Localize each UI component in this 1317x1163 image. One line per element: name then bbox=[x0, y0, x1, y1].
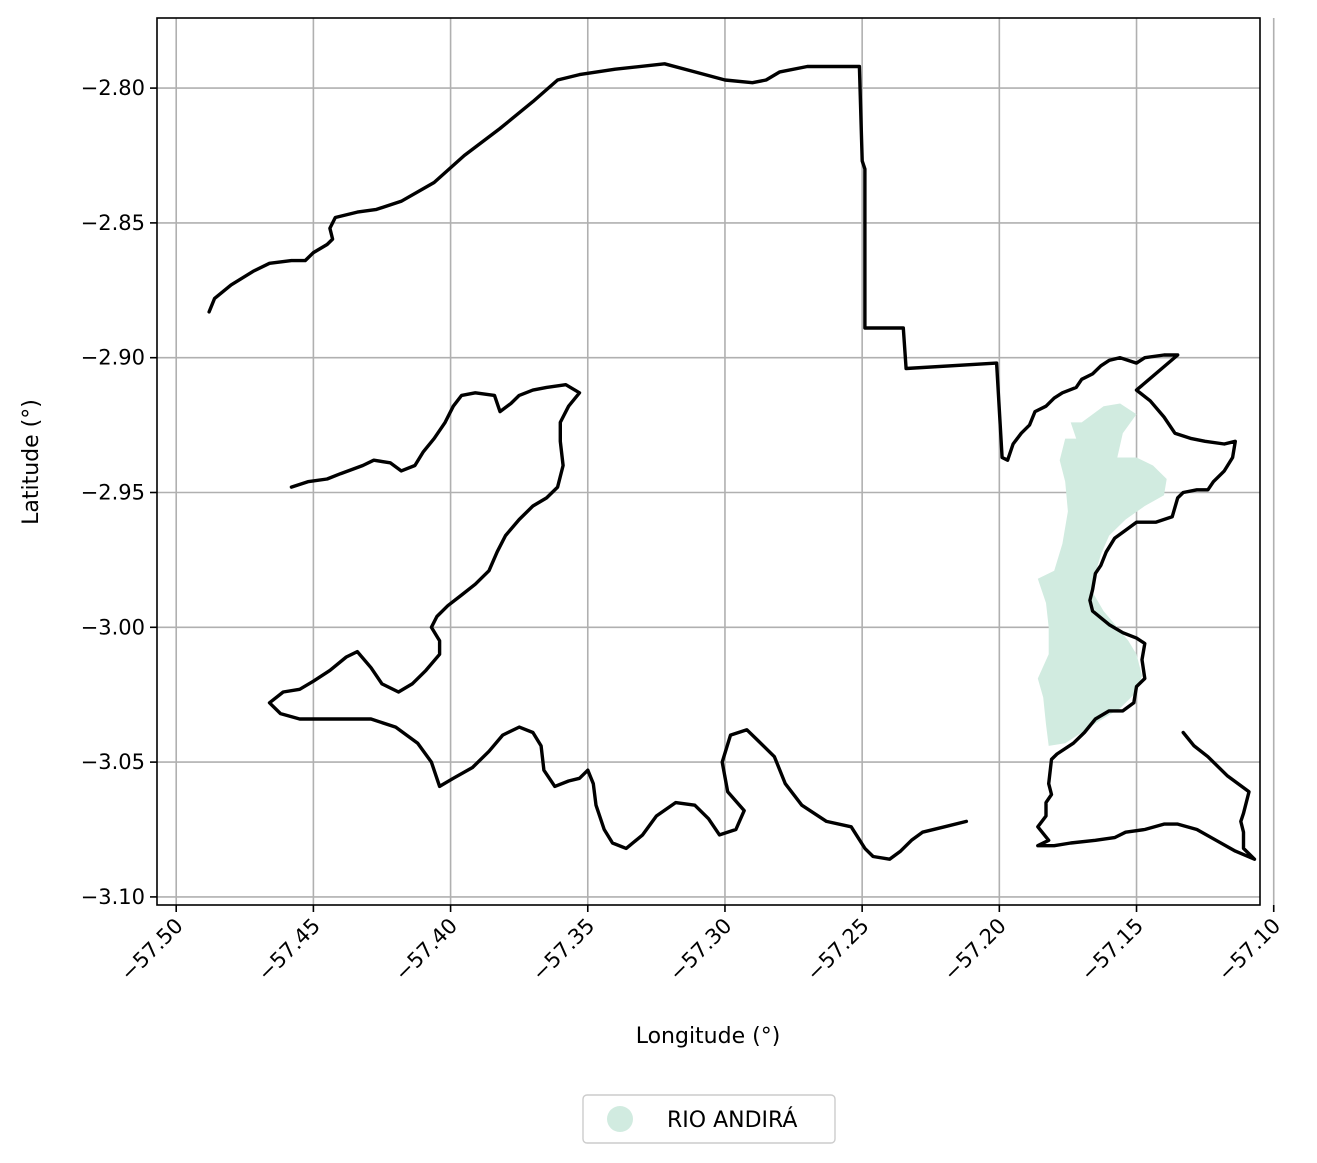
boundary-outer bbox=[207, 62, 1257, 861]
y-tick-label-5: −3.05 bbox=[81, 750, 145, 774]
x-axis-ticks: −57.50 −57.45 −57.40 −57.35 −57.30 −57.25 −57.… bbox=[116, 905, 1285, 985]
x-axis-label: Longitude (°) bbox=[636, 1024, 781, 1049]
region-layer bbox=[1037, 403, 1167, 746]
boundary-inner bbox=[267, 383, 969, 861]
legend-swatch-rio-andira bbox=[607, 1106, 633, 1132]
region-rio-andira bbox=[1037, 403, 1167, 746]
y-tick-label-0: −2.80 bbox=[81, 76, 145, 100]
legend-label-rio-andira: RIO ANDIRÁ bbox=[667, 1107, 797, 1133]
x-tick-label-0: −57.50 bbox=[116, 914, 188, 986]
x-tick-label-2: −57.40 bbox=[390, 914, 462, 986]
municipality-boundary bbox=[207, 62, 1257, 861]
x-tick-label-7: −57.15 bbox=[1076, 914, 1148, 986]
x-tick-label-6: −57.20 bbox=[939, 914, 1011, 986]
x-tick-label-8: −57.10 bbox=[1213, 914, 1285, 986]
y-tick-label-1: −2.85 bbox=[81, 211, 145, 235]
y-tick-label-6: −3.10 bbox=[81, 885, 145, 909]
legend-box bbox=[582, 1094, 836, 1144]
x-tick-label-3: −57.35 bbox=[527, 914, 599, 986]
y-tick-label-3: −2.95 bbox=[81, 481, 145, 505]
legend: RIO ANDIRÁ bbox=[582, 1094, 836, 1144]
x-tick-label-4: −57.30 bbox=[665, 914, 737, 986]
y-tick-label-2: −2.90 bbox=[81, 346, 145, 370]
x-tick-label-1: −57.45 bbox=[253, 914, 325, 986]
axes-frame bbox=[156, 17, 1261, 906]
y-tick-label-4: −3.00 bbox=[81, 615, 145, 639]
y-axis-ticks: −2.80 −2.85 −2.90 −2.95 −3.00 −3.05 −3.10 bbox=[81, 76, 157, 909]
x-tick-label-5: −57.25 bbox=[802, 914, 874, 986]
y-axis-label: Latitude (°) bbox=[19, 399, 44, 525]
